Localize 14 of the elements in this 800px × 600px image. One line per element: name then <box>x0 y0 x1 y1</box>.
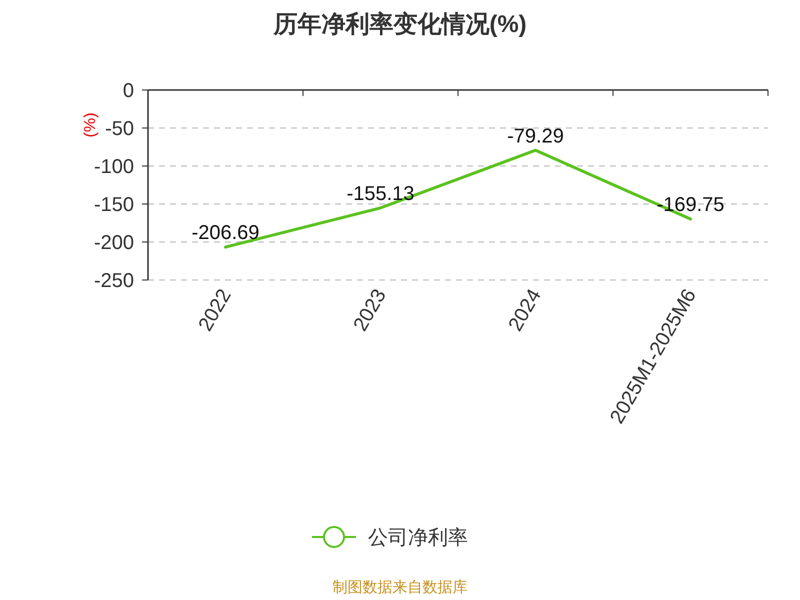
data-label: -155.13 <box>346 182 414 205</box>
y-tick-label: -250 <box>94 270 134 292</box>
data-label: -79.29 <box>507 125 564 148</box>
y-tick-label: 0 <box>122 80 134 102</box>
chart-title: 历年净利率变化情况(%) <box>272 11 527 38</box>
data-label: -206.69 <box>192 222 260 244</box>
legend-label: 公司净利率 <box>368 527 468 549</box>
y-axis-title: (%) <box>82 112 99 138</box>
y-tick-label: -150 <box>94 194 134 216</box>
text: 制图数据来自数据库 <box>332 579 468 596</box>
y-tick-label: -200 <box>94 232 134 254</box>
y-tick-label: -50 <box>105 118 134 140</box>
data-label: -169.75 <box>656 194 724 216</box>
y-tick-label: -100 <box>94 156 134 178</box>
